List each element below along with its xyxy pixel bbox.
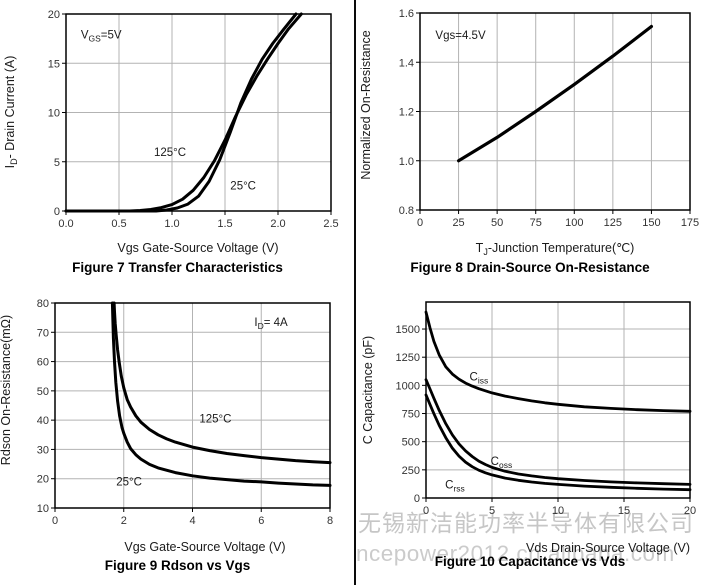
series-25°C (110, 301, 332, 487)
x-axis-title: Vgs Gate-Source Voltage (V) (124, 540, 285, 554)
annotation-Coss: Coss (491, 456, 513, 470)
x-axis-title: Vds Drain-Source Voltage (V) (526, 541, 690, 555)
x-tick-label: 4 (189, 515, 195, 527)
chart-canvas-capacitance: 0 5 10 15 20 0 250 500 750 1000 1250 1500 Ciss Coss Cr… (361, 301, 696, 555)
x-tick-label: 1.5 (217, 218, 232, 230)
caption-figure8: Figure 8 Drain-Source On-Resistance (410, 260, 650, 275)
annotation-25°C: 25°C (230, 180, 256, 192)
y-tick-label: 1250 (396, 352, 420, 364)
x-tick-label: 0.0 (58, 218, 73, 230)
chart-canvas-on-resistance: 0 25 50 75 100 125 150 175 0.8 1.0 1.2 1.4 1.6 Vgs=4.… (359, 8, 699, 257)
y-tick-label: 60 (37, 357, 49, 369)
y-tick-label: 15 (48, 58, 60, 70)
series-Coss (424, 378, 692, 486)
x-tick-label: 8 (327, 515, 333, 527)
x-tick-label: 20 (684, 505, 696, 517)
y-tick-label: 750 (402, 409, 420, 421)
y-tick-label: 0 (414, 493, 420, 505)
x-tick-label: 75 (530, 217, 542, 229)
x-tick-label: 125 (604, 217, 622, 229)
x-tick-label: 2.5 (323, 218, 338, 230)
x-axis-title: TJ-Junction Temperature(℃) (476, 241, 635, 257)
y-tick-label: 30 (37, 444, 49, 456)
y-tick-label: 1.6 (399, 8, 414, 20)
y-tick-label: 0 (54, 206, 60, 218)
panel-divider-line (354, 0, 356, 585)
y-axis-title: ID- Drain Current (A) (3, 56, 19, 169)
chart-transfer-characteristics: 0.0 0.5 1.0 1.5 2.0 2.5 0 5 10 15 20 VGS=5V 125°C 25°… (0, 0, 355, 290)
chart-canvas-rdson: 0 2 4 6 8 10 20 30 40 50 60 70 80 ID= 4A 125°C 25°C Vgs … (0, 298, 333, 554)
y-tick-label: 20 (48, 9, 60, 21)
annotation-VGS=5V: VGS=5V (81, 30, 122, 44)
x-tick-label: 100 (565, 217, 583, 229)
series-normalized RDS(on) (457, 24, 653, 163)
y-tick-label: 1.2 (399, 107, 414, 119)
x-axis-title: Vgs Gate-Source Voltage (V) (117, 241, 278, 255)
y-tick-label: 1.0 (399, 156, 414, 168)
y-tick-label: 80 (37, 298, 49, 310)
y-axis-title: C Capacitance (pF) (361, 336, 375, 444)
x-tick-label: 0.5 (111, 218, 126, 230)
x-tick-label: 175 (681, 217, 699, 229)
y-tick-label: 0.8 (399, 205, 414, 217)
y-tick-label: 250 (402, 465, 420, 477)
series-Crss (424, 393, 692, 492)
annotation-25°C: 25°C (116, 477, 142, 489)
y-tick-label: 70 (37, 327, 49, 339)
y-axis-title: Rdson On-Resistance(mΩ) (0, 315, 13, 465)
x-tick-label: 6 (258, 515, 264, 527)
y-axis-title: Normalized On-Resistance (359, 30, 373, 179)
x-tick-label: 2.0 (270, 218, 285, 230)
annotation-Crss: Crss (445, 479, 465, 493)
y-tick-label: 5 (54, 157, 60, 169)
x-tick-label: 2 (121, 515, 127, 527)
caption-figure7: Figure 7 Transfer Characteristics (72, 260, 283, 275)
annotation-Ciss: Ciss (470, 371, 489, 385)
x-tick-label: 0 (417, 217, 423, 229)
x-tick-label: 150 (642, 217, 660, 229)
x-tick-label: 25 (452, 217, 464, 229)
chart-on-resistance-vs-temperature: 0 25 50 75 100 125 150 175 0.8 1.0 1.2 1.4 1.6 Vgs=4.… (355, 0, 705, 290)
caption-figure9: Figure 9 Rdson vs Vgs (104, 558, 251, 573)
chart-rdson-vs-vgs: 0 2 4 6 8 10 20 30 40 50 60 70 80 ID= 4A 125°C 25°C Vgs … (0, 290, 355, 585)
x-tick-label: 0 (423, 505, 429, 517)
y-tick-label: 50 (37, 386, 49, 398)
y-tick-label: 20 (37, 474, 49, 486)
series-Ciss (424, 310, 692, 413)
y-tick-label: 10 (37, 503, 49, 515)
x-tick-label: 15 (618, 505, 630, 517)
y-tick-label: 10 (48, 108, 60, 120)
annotation-Vgs=4.5V: Vgs=4.5V (435, 30, 486, 42)
annotation-125°C: 125°C (199, 414, 231, 426)
annotation-125°C: 125°C (154, 147, 186, 159)
y-tick-label: 1000 (396, 380, 420, 392)
series-125°C (112, 301, 332, 465)
series-25°C (64, 12, 298, 213)
y-tick-label: 40 (37, 415, 49, 427)
chart-capacitance-vs-vds: 0 5 10 15 20 0 250 500 750 1000 1250 1500 Ciss Coss Cr… (355, 290, 705, 585)
x-tick-label: 0 (52, 515, 58, 527)
annotation-ID= 4A: ID= 4A (254, 317, 288, 331)
x-tick-label: 1.0 (164, 218, 179, 230)
caption-figure10: Figure 10 Capacitance vs Vds (434, 554, 626, 569)
y-tick-label: 500 (402, 437, 420, 449)
chart-canvas-transfer: 0.0 0.5 1.0 1.5 2.0 2.5 0 5 10 15 20 VGS=5V 125°C 25°… (3, 9, 339, 255)
x-tick-label: 50 (491, 217, 503, 229)
y-tick-label: 1500 (396, 324, 420, 336)
y-tick-label: 1.4 (399, 57, 414, 69)
x-tick-label: 10 (552, 505, 564, 517)
x-tick-label: 5 (489, 505, 495, 517)
